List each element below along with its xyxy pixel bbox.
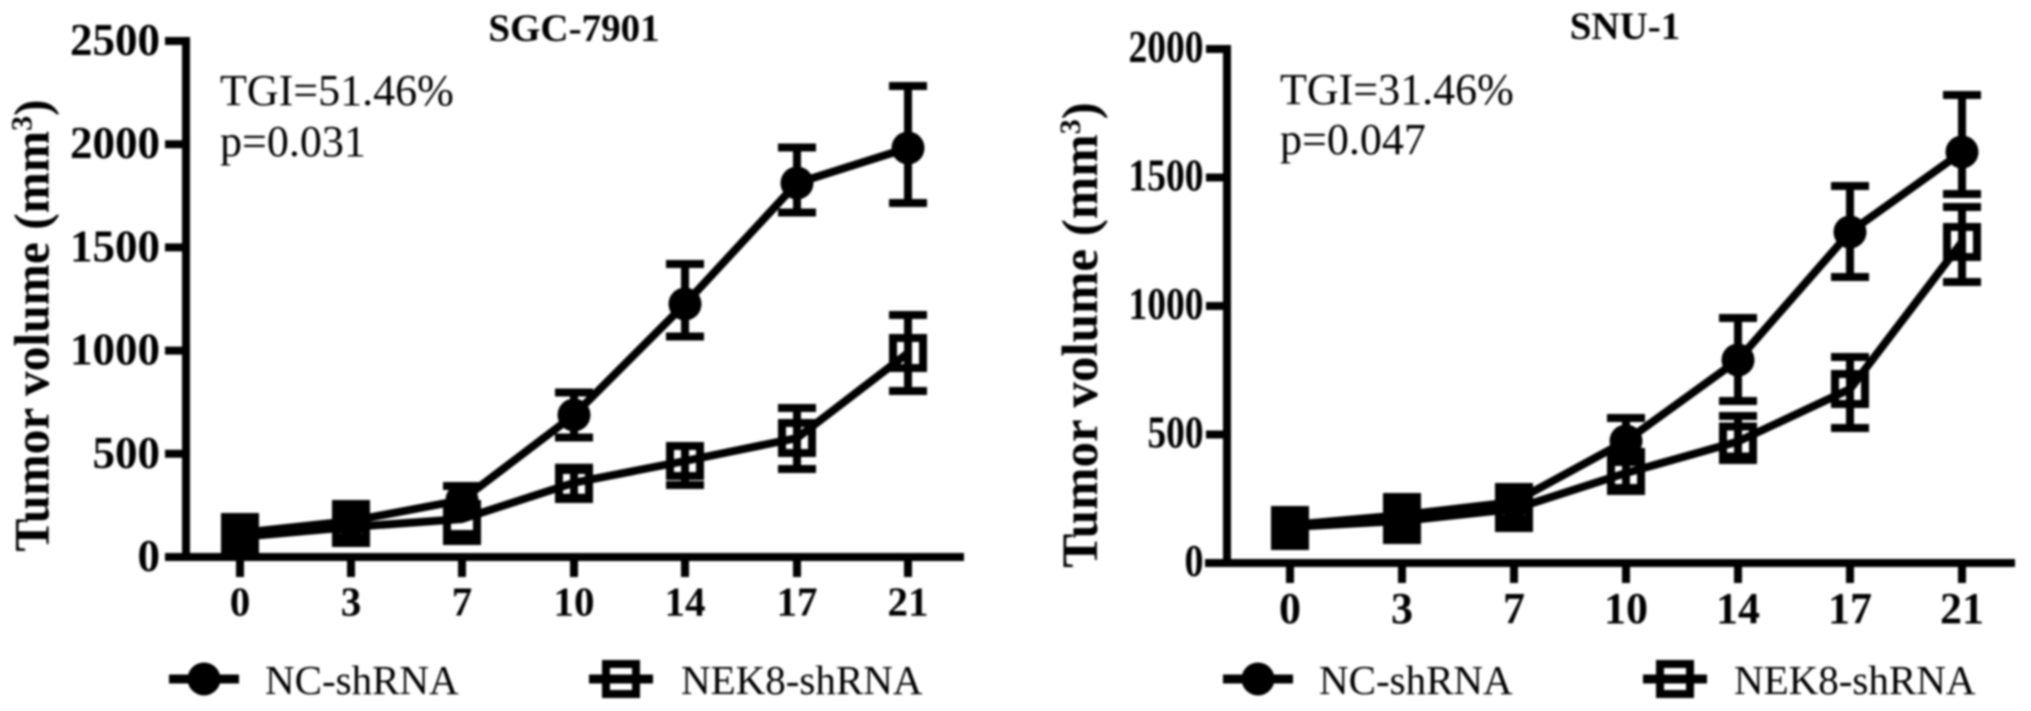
svg-text:17: 17 (777, 579, 818, 625)
svg-text:0: 0 (1279, 584, 1301, 633)
svg-text:2500: 2500 (70, 15, 160, 65)
svg-text:1000: 1000 (70, 325, 160, 375)
svg-text:NEK8-shRNA: NEK8-shRNA (681, 657, 923, 703)
svg-text:NEK8-shRNA: NEK8-shRNA (1734, 657, 1976, 703)
svg-text:21: 21 (888, 579, 929, 625)
svg-text:Tumor volume (mm3): Tumor volume (mm3) (1053, 102, 1109, 567)
svg-text:SGC-7901: SGC-7901 (488, 7, 659, 50)
svg-text:2000: 2000 (1129, 21, 1204, 72)
svg-text:500: 500 (93, 428, 161, 478)
svg-text:14: 14 (665, 579, 706, 625)
svg-text:21: 21 (1940, 584, 1984, 633)
svg-text:NC-shRNA: NC-shRNA (265, 657, 459, 703)
svg-text:7: 7 (452, 579, 473, 625)
svg-text:3: 3 (341, 579, 362, 625)
svg-text:SNU-1: SNU-1 (1570, 5, 1681, 48)
svg-text:NC-shRNA: NC-shRNA (1319, 657, 1513, 703)
svg-text:7: 7 (1503, 584, 1525, 633)
svg-text:TGI=31.46%: TGI=31.46% (1280, 65, 1514, 114)
svg-text:0: 0 (1185, 535, 1204, 586)
svg-text:2000: 2000 (70, 118, 160, 168)
svg-text:10: 10 (1604, 584, 1648, 633)
svg-text:1500: 1500 (70, 221, 160, 271)
svg-text:3: 3 (1391, 584, 1413, 633)
svg-text:p=0.031: p=0.031 (220, 117, 366, 166)
svg-text:0: 0 (138, 531, 161, 581)
svg-text:10: 10 (554, 579, 595, 625)
svg-text:1500: 1500 (1129, 150, 1204, 201)
svg-text:p=0.047: p=0.047 (1280, 115, 1426, 164)
svg-text:Tumor volume (mm3): Tumor volume (mm3) (5, 99, 60, 551)
svg-text:14: 14 (1716, 584, 1760, 633)
svg-text:17: 17 (1828, 584, 1872, 633)
svg-text:TGI=51.46%: TGI=51.46% (220, 66, 454, 115)
svg-text:500: 500 (1148, 407, 1204, 458)
svg-text:0: 0 (230, 579, 251, 625)
svg-text:1000: 1000 (1129, 278, 1204, 329)
